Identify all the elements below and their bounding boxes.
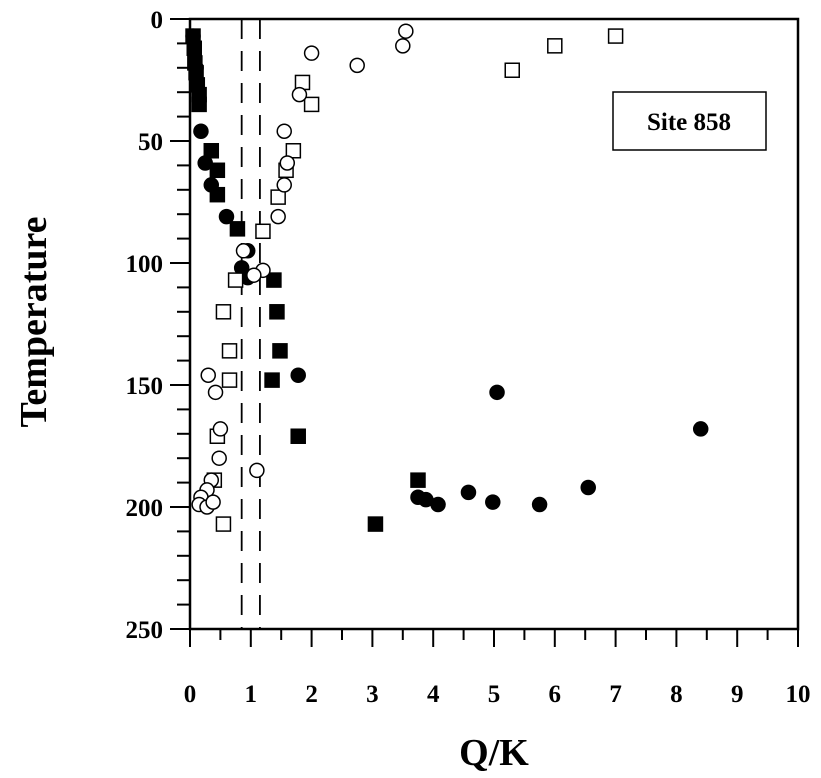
x-tick-label: 3	[366, 681, 379, 708]
open-square-point	[221, 343, 238, 359]
y-tick-label: 250	[126, 617, 164, 644]
open-square-point	[547, 38, 563, 54]
y-tick-label: 0	[151, 7, 164, 34]
x-axis-title: Q/K	[459, 732, 529, 774]
open-circle-point	[200, 367, 216, 383]
filled-square-point	[203, 143, 220, 159]
x-tick-label: 1	[245, 681, 258, 708]
filled-circle-point	[580, 479, 596, 496]
filled-square-point	[209, 162, 226, 179]
filled-square-point	[264, 372, 280, 388]
filled-square-point	[290, 428, 306, 444]
filled-square-point	[266, 272, 282, 288]
open-circle-point	[349, 57, 365, 74]
open-circle-point	[291, 86, 308, 103]
x-tick-label: 5	[488, 681, 501, 708]
open-circle-point	[270, 208, 286, 225]
filled-square-point	[410, 472, 426, 488]
filled-circle-point	[193, 123, 209, 139]
filled-circle-point	[692, 421, 709, 437]
filled-square-point	[191, 96, 207, 113]
filled-circle-point	[489, 384, 505, 401]
filled-square-point	[269, 304, 285, 320]
open-square-point	[270, 189, 286, 205]
open-circle-point	[276, 177, 292, 193]
x-tick-label: 0	[184, 681, 197, 708]
open-circle-point	[303, 45, 320, 61]
x-tick-label: 6	[549, 681, 562, 708]
x-tick-label: 9	[731, 681, 744, 708]
open-circle-point	[276, 123, 292, 139]
filled-square-point	[229, 221, 246, 237]
x-tick-label: 10	[786, 681, 811, 708]
open-circle-point	[279, 155, 296, 171]
open-circle-point	[211, 450, 227, 466]
open-circle-point	[246, 267, 262, 283]
filled-square-point	[272, 343, 288, 359]
open-circle-point	[207, 384, 224, 401]
filled-circle-point	[197, 155, 213, 171]
open-circle-point	[249, 462, 265, 479]
open-square-point	[221, 372, 238, 388]
site-annotation: Site 858	[647, 109, 731, 136]
x-tick-label: 7	[609, 681, 622, 708]
open-circle-point	[212, 421, 229, 437]
x-tick-label: 8	[670, 681, 683, 708]
filled-circle-point	[430, 496, 446, 513]
x-tick-label: 4	[427, 681, 440, 708]
y-tick-label: 200	[126, 495, 164, 522]
open-square-point	[607, 28, 624, 44]
filled-circle-point	[203, 177, 220, 193]
data-points	[185, 23, 709, 532]
filled-circle-point	[218, 208, 235, 225]
y-axis-ticks: 0 50 100 150 200 250	[126, 7, 190, 644]
filled-circle-point	[188, 60, 204, 76]
open-square-point	[303, 96, 320, 113]
open-circle-point	[398, 23, 414, 39]
filled-circle-point	[485, 494, 501, 510]
filled-circle-point	[531, 496, 548, 513]
y-tick-label: 150	[126, 373, 164, 400]
site-legend-box: Site 858	[612, 91, 767, 151]
y-axis-title: Temperature	[13, 216, 55, 427]
open-square-point	[215, 304, 232, 320]
open-square-point	[504, 62, 520, 78]
filled-circle-point	[189, 77, 206, 93]
open-circle-point	[395, 38, 411, 54]
open-square-point	[285, 143, 302, 159]
reference-lines	[240, 19, 261, 629]
filled-circle-point	[185, 28, 201, 44]
y-tick-label: 50	[138, 129, 163, 156]
filled-circle-point	[290, 367, 306, 383]
filled-circle-point	[460, 484, 477, 501]
y-tick-label: 100	[126, 251, 164, 278]
open-square-point	[215, 516, 232, 532]
open-square-point	[255, 223, 271, 240]
open-square-point	[227, 272, 244, 288]
open-circle-point	[235, 243, 252, 259]
x-tick-label: 2	[305, 681, 318, 708]
x-axis-ticks: 0 1 2 3 4 5 6 7 8 9 10	[184, 629, 811, 708]
open-circle-point	[205, 494, 221, 510]
filled-square-point	[367, 516, 384, 532]
